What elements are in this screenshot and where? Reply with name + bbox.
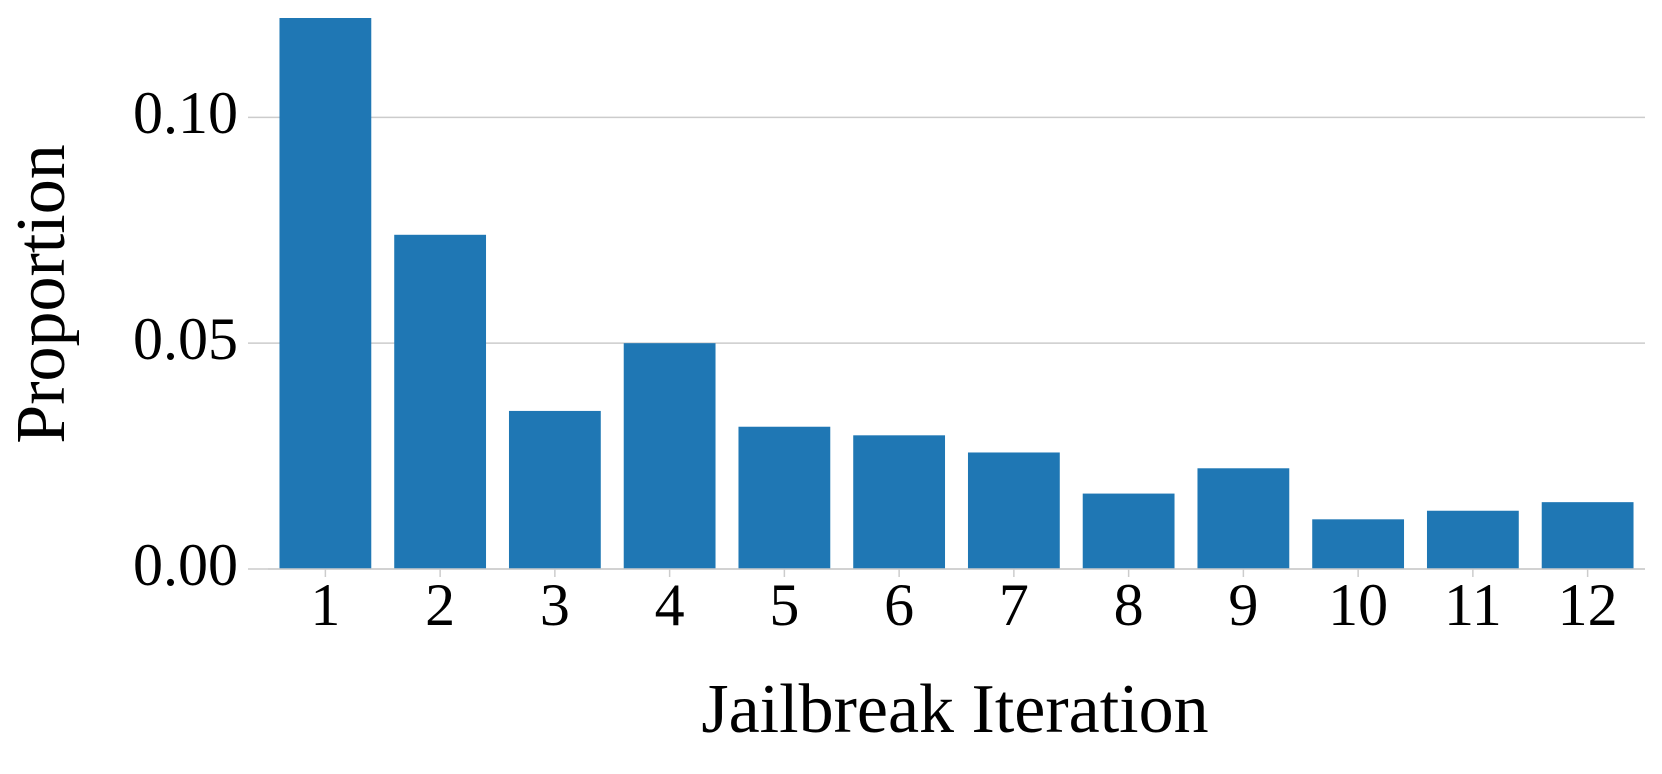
x-tick-label: 1 xyxy=(310,572,340,638)
bar xyxy=(967,452,1060,569)
bar xyxy=(1312,519,1405,569)
x-tick-label: 4 xyxy=(655,572,685,638)
y-tick-label: 0.05 xyxy=(133,306,238,372)
x-tick-label: 8 xyxy=(1114,572,1144,638)
y-tick-label: 0.00 xyxy=(133,532,238,598)
bar xyxy=(508,410,601,569)
bar xyxy=(738,426,831,569)
y-tick-label: 0.10 xyxy=(133,80,238,146)
x-tick-label: 9 xyxy=(1228,572,1258,638)
x-axis-label: Jailbreak Iteration xyxy=(701,671,1208,748)
x-tick-label: 6 xyxy=(884,572,914,638)
bar xyxy=(394,234,487,570)
bar xyxy=(1197,468,1290,569)
x-tick-label: 12 xyxy=(1558,572,1618,638)
x-tick-label: 2 xyxy=(425,572,455,638)
bar xyxy=(853,435,946,569)
x-tick-label: 10 xyxy=(1328,572,1388,638)
x-tick-label: 7 xyxy=(999,572,1029,638)
bar xyxy=(279,18,372,569)
x-tick-label: 5 xyxy=(769,572,799,638)
x-tick-label: 11 xyxy=(1444,572,1502,638)
y-axis-label: Proportion xyxy=(3,144,80,443)
bar xyxy=(1541,502,1634,569)
bar xyxy=(1082,493,1175,569)
x-tick-label: 3 xyxy=(540,572,570,638)
bar xyxy=(623,343,716,569)
bar xyxy=(1426,510,1519,569)
